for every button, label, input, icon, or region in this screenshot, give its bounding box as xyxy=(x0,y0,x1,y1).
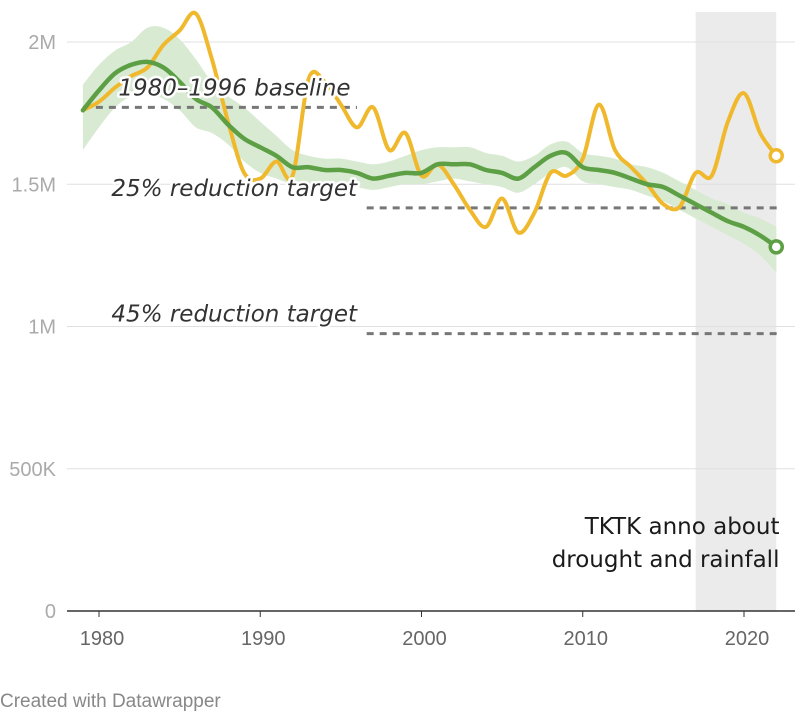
reference-label: 25% reduction target xyxy=(111,176,358,202)
datawrapper-credit: Created with Datawrapper xyxy=(0,691,221,712)
reference-label-halo: 25% reduction target xyxy=(111,176,358,202)
series-lines xyxy=(80,10,779,250)
annotation-line: TKTK anno about xyxy=(584,514,780,540)
line-chart: 0 500K 1M 1.5M 2M 1980 1990 2000 2010 2020 1980–… xyxy=(9,10,795,650)
y-tick-label: 1M xyxy=(28,317,56,339)
reference-label-halo: 45% reduction target xyxy=(111,302,358,328)
series-end-marker xyxy=(768,239,784,255)
x-tick-label: 1980 xyxy=(80,628,125,650)
series-line-yellow xyxy=(80,10,779,235)
confidence-band xyxy=(82,26,777,273)
y-tick-label: 2M xyxy=(28,32,56,54)
y-tick-label: 500K xyxy=(9,459,56,481)
reference-label: 1980–1996 baseline xyxy=(118,75,350,101)
y-tick-label: 1.5M xyxy=(12,174,56,196)
shaded-region xyxy=(695,12,777,611)
shaded-period xyxy=(695,12,777,611)
reference-lines xyxy=(82,105,782,336)
y-tick-label: 0 xyxy=(45,601,56,623)
confidence-band-area xyxy=(82,26,777,273)
x-tick-label: 1990 xyxy=(241,628,286,650)
y-tick-labels: 0 500K 1M 1.5M 2M xyxy=(9,32,56,623)
x-tick-label: 2020 xyxy=(725,628,770,650)
series-end-marker xyxy=(768,148,784,164)
x-tick-label: 2010 xyxy=(564,628,609,650)
series-line-green xyxy=(80,59,779,250)
series-end-markers xyxy=(768,148,784,255)
annotation-line: drought and rainfall xyxy=(552,547,780,573)
reference-label-halo: 1980–1996 baseline xyxy=(118,75,350,101)
reference-label: 45% reduction target xyxy=(111,302,358,328)
x-axis: 1980 1990 2000 2010 2020 xyxy=(67,610,795,650)
x-tick-label: 2000 xyxy=(402,628,447,650)
annotation: TKTK anno about drought and rainfall xyxy=(552,514,780,573)
